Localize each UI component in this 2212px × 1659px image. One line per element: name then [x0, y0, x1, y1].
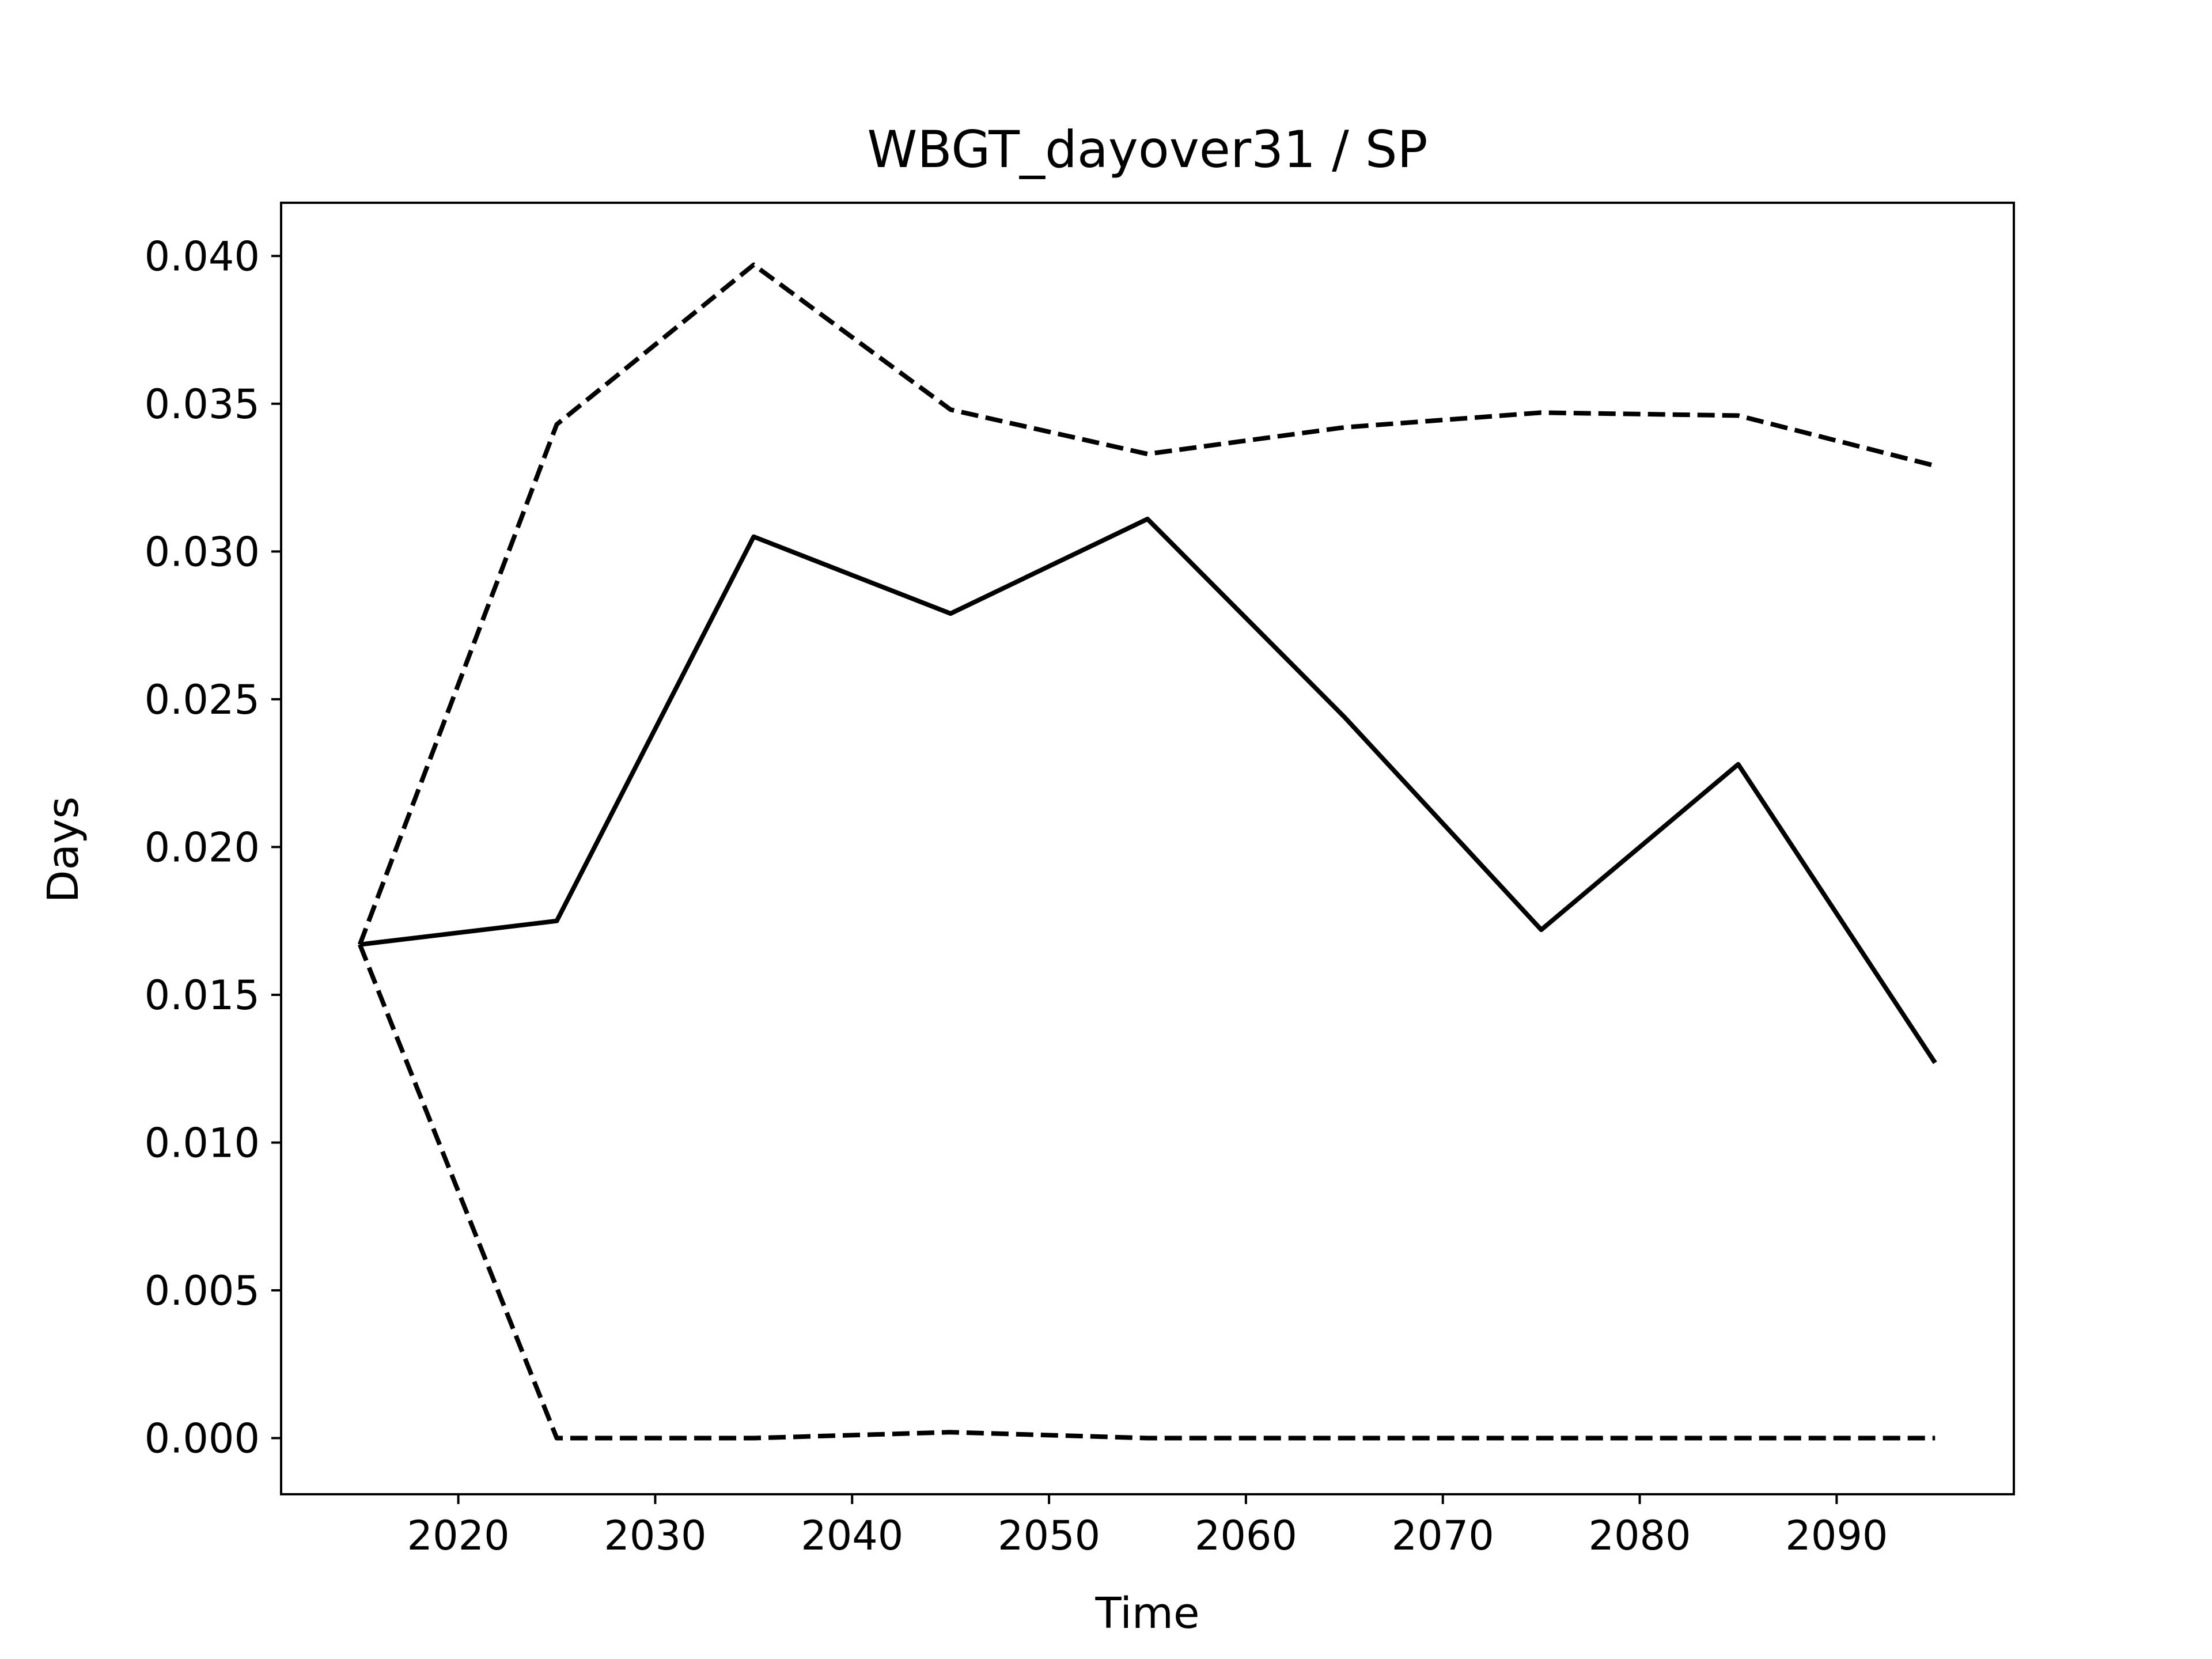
series-layer [357, 262, 1937, 1441]
series-line-1 [359, 517, 1937, 1065]
y-tick-label: 0.005 [145, 1267, 260, 1315]
series-line-3 [357, 944, 1936, 1441]
plot-frame [280, 202, 2015, 1495]
y-tick-label: 0.015 [145, 972, 260, 1019]
x-tick-label: 2090 [1785, 1512, 1888, 1559]
x-axis-label: Time [1094, 1589, 1199, 1638]
y-tick-label: 0.025 [145, 676, 260, 724]
x-tick-label: 2050 [998, 1512, 1100, 1559]
y-tick-label: 0.040 [145, 233, 260, 280]
x-tick-label: 2080 [1588, 1512, 1691, 1559]
x-tick-label: 2030 [604, 1512, 706, 1559]
y-tick-label: 0.010 [145, 1119, 260, 1166]
y-axis: 0.000 0.005 0.010 0.015 0.020 0.025 0.030 0.035… [145, 233, 281, 1463]
y-tick-label: 0.020 [145, 824, 260, 871]
x-tick-label: 2060 [1195, 1512, 1297, 1559]
x-tick-label: 2040 [801, 1512, 903, 1559]
x-axis: 2020 2030 2040 2050 2060 2070 2080 2090 [407, 1494, 1888, 1559]
y-tick-label: 0.030 [145, 528, 260, 575]
x-tick-label: 2020 [407, 1512, 510, 1559]
x-tick-label: 2070 [1392, 1512, 1494, 1559]
y-tick-label: 0.035 [145, 381, 260, 428]
chart-title: WBGT_dayover31 / SP [867, 120, 1427, 179]
y-axis-label: Days [39, 797, 88, 903]
y-tick-label: 0.000 [145, 1415, 260, 1463]
